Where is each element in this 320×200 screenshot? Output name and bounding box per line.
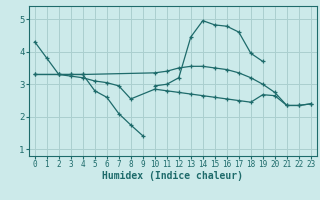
X-axis label: Humidex (Indice chaleur): Humidex (Indice chaleur) <box>102 171 243 181</box>
